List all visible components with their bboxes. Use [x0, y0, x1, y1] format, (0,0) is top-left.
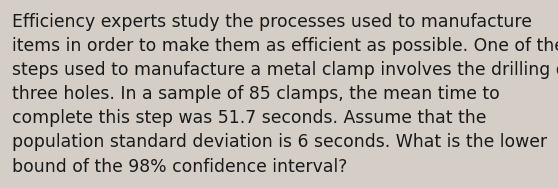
- Text: Efficiency experts study the processes used to manufacture: Efficiency experts study the processes u…: [12, 13, 532, 31]
- Text: complete this step was 51.7 seconds. Assume that the: complete this step was 51.7 seconds. Ass…: [12, 109, 487, 127]
- Text: items in order to make them as efficient as possible. One of the: items in order to make them as efficient…: [12, 37, 558, 55]
- Text: population standard deviation is 6 seconds. What is the lower: population standard deviation is 6 secon…: [12, 133, 547, 152]
- Text: bound of the 98% confidence interval?: bound of the 98% confidence interval?: [12, 158, 348, 176]
- Text: steps used to manufacture a metal clamp involves the drilling of: steps used to manufacture a metal clamp …: [12, 61, 558, 79]
- Text: three holes. In a sample of 85 clamps, the mean time to: three holes. In a sample of 85 clamps, t…: [12, 85, 500, 103]
